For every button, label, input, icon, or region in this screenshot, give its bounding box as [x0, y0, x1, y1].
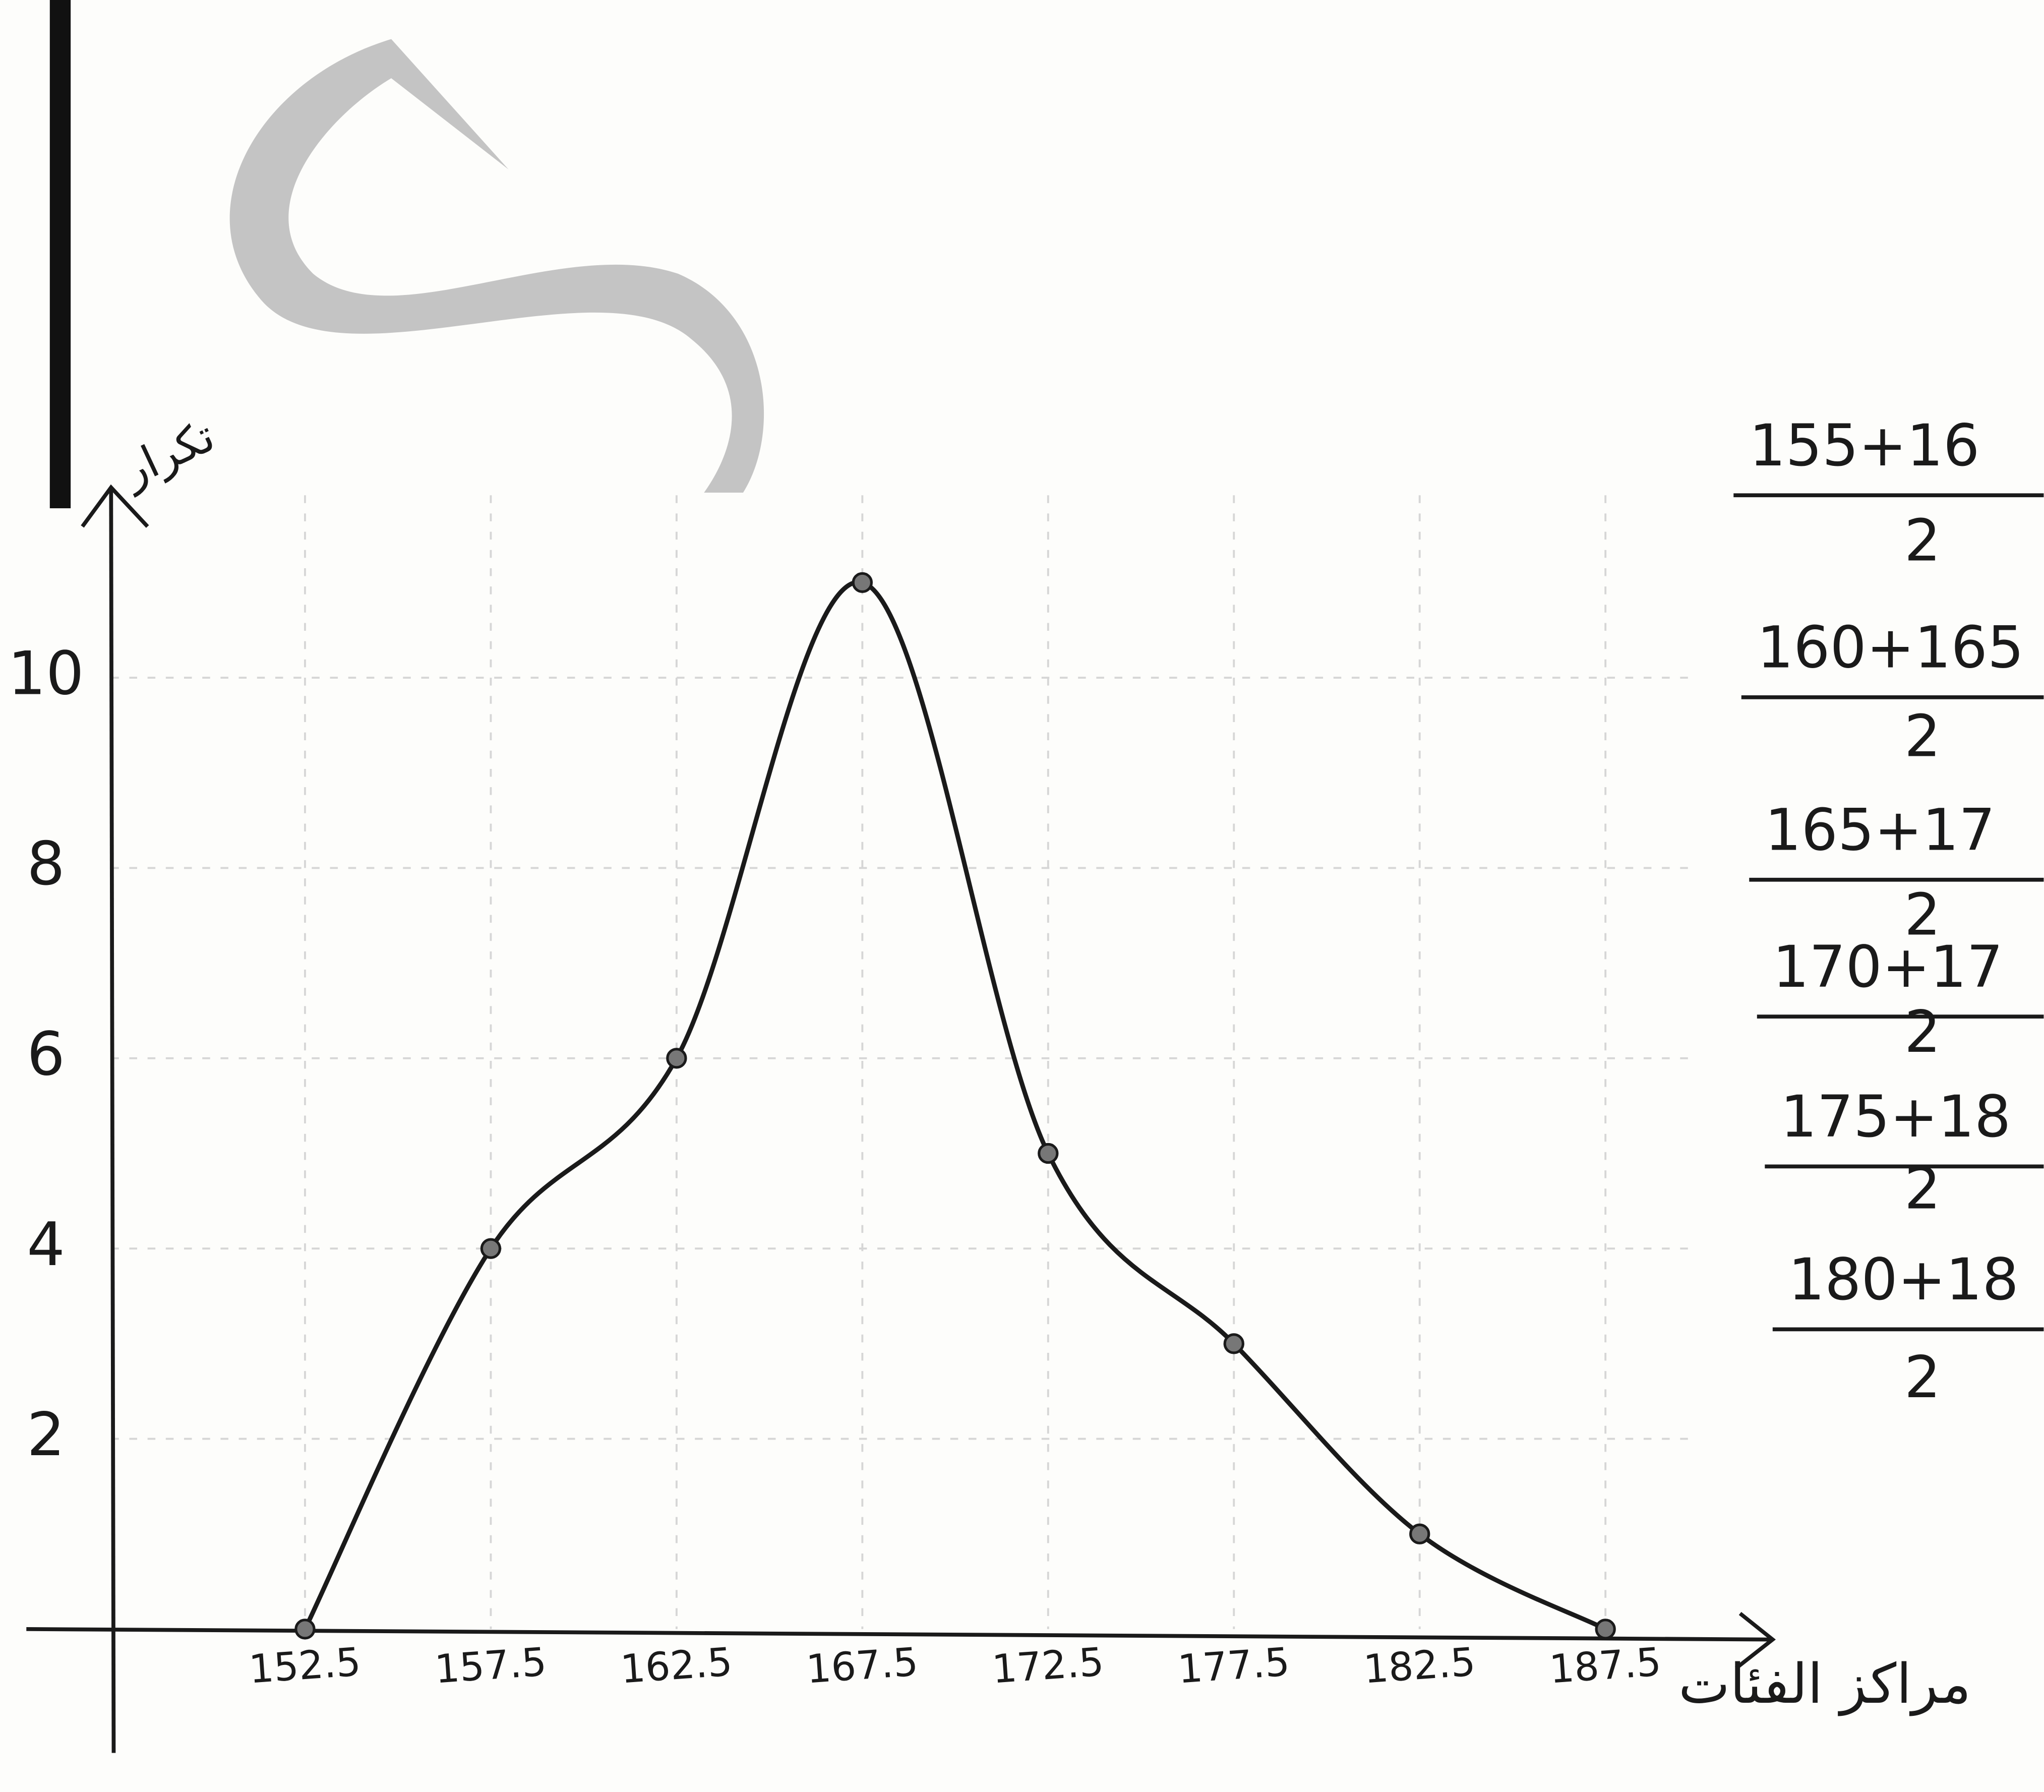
data-point [853, 573, 871, 591]
fraction-numerator: 170+17 [1773, 933, 2003, 1000]
y-tick-label: 8 [27, 829, 65, 899]
fraction-numerator: 175+18 [1780, 1083, 2011, 1150]
data-point [1596, 1620, 1614, 1638]
y-tick-label: 2 [27, 1400, 65, 1470]
y-tick-label: 6 [27, 1020, 65, 1090]
x-tick-label: 152.5 [248, 1639, 363, 1692]
data-point [482, 1239, 500, 1258]
x-tick-label: 182.5 [1362, 1639, 1477, 1692]
chart: مراكز الفئات تكرار 246810152.5157.5162.5… [0, 0, 2044, 1792]
x-tick-label: 157.5 [433, 1639, 548, 1692]
fraction-numerator: 155+16 [1749, 412, 1979, 479]
fraction-denominator: 2 [1904, 1155, 1941, 1222]
x-tick-label: 187.5 [1548, 1639, 1663, 1692]
y-tick-label: 4 [27, 1210, 65, 1280]
fraction-denominator: 2 [1904, 1344, 1941, 1411]
binder-edge [50, 0, 71, 508]
x-tick-label: 167.5 [805, 1639, 920, 1692]
fraction-denominator: 2 [1904, 702, 1941, 769]
data-point [1225, 1335, 1243, 1353]
data-point [296, 1620, 314, 1638]
fraction-denominator: 2 [1904, 998, 1941, 1065]
x-axis-label: مراكز الفئات [1678, 1652, 1971, 1716]
data-point [668, 1049, 686, 1067]
x-tick-label: 172.5 [991, 1639, 1106, 1692]
y-axis [111, 488, 113, 1753]
x-tick-label: 177.5 [1176, 1639, 1291, 1692]
data-point [1039, 1144, 1057, 1162]
fraction-numerator: 160+165 [1757, 614, 2024, 681]
fraction-numerator: 180+18 [1788, 1246, 2019, 1313]
fraction-denominator: 2 [1904, 507, 1941, 574]
y-tick-label: 10 [8, 639, 84, 709]
data-point [1411, 1525, 1429, 1543]
x-tick-label: 162.5 [619, 1639, 734, 1692]
fraction-numerator: 165+17 [1765, 796, 1995, 863]
